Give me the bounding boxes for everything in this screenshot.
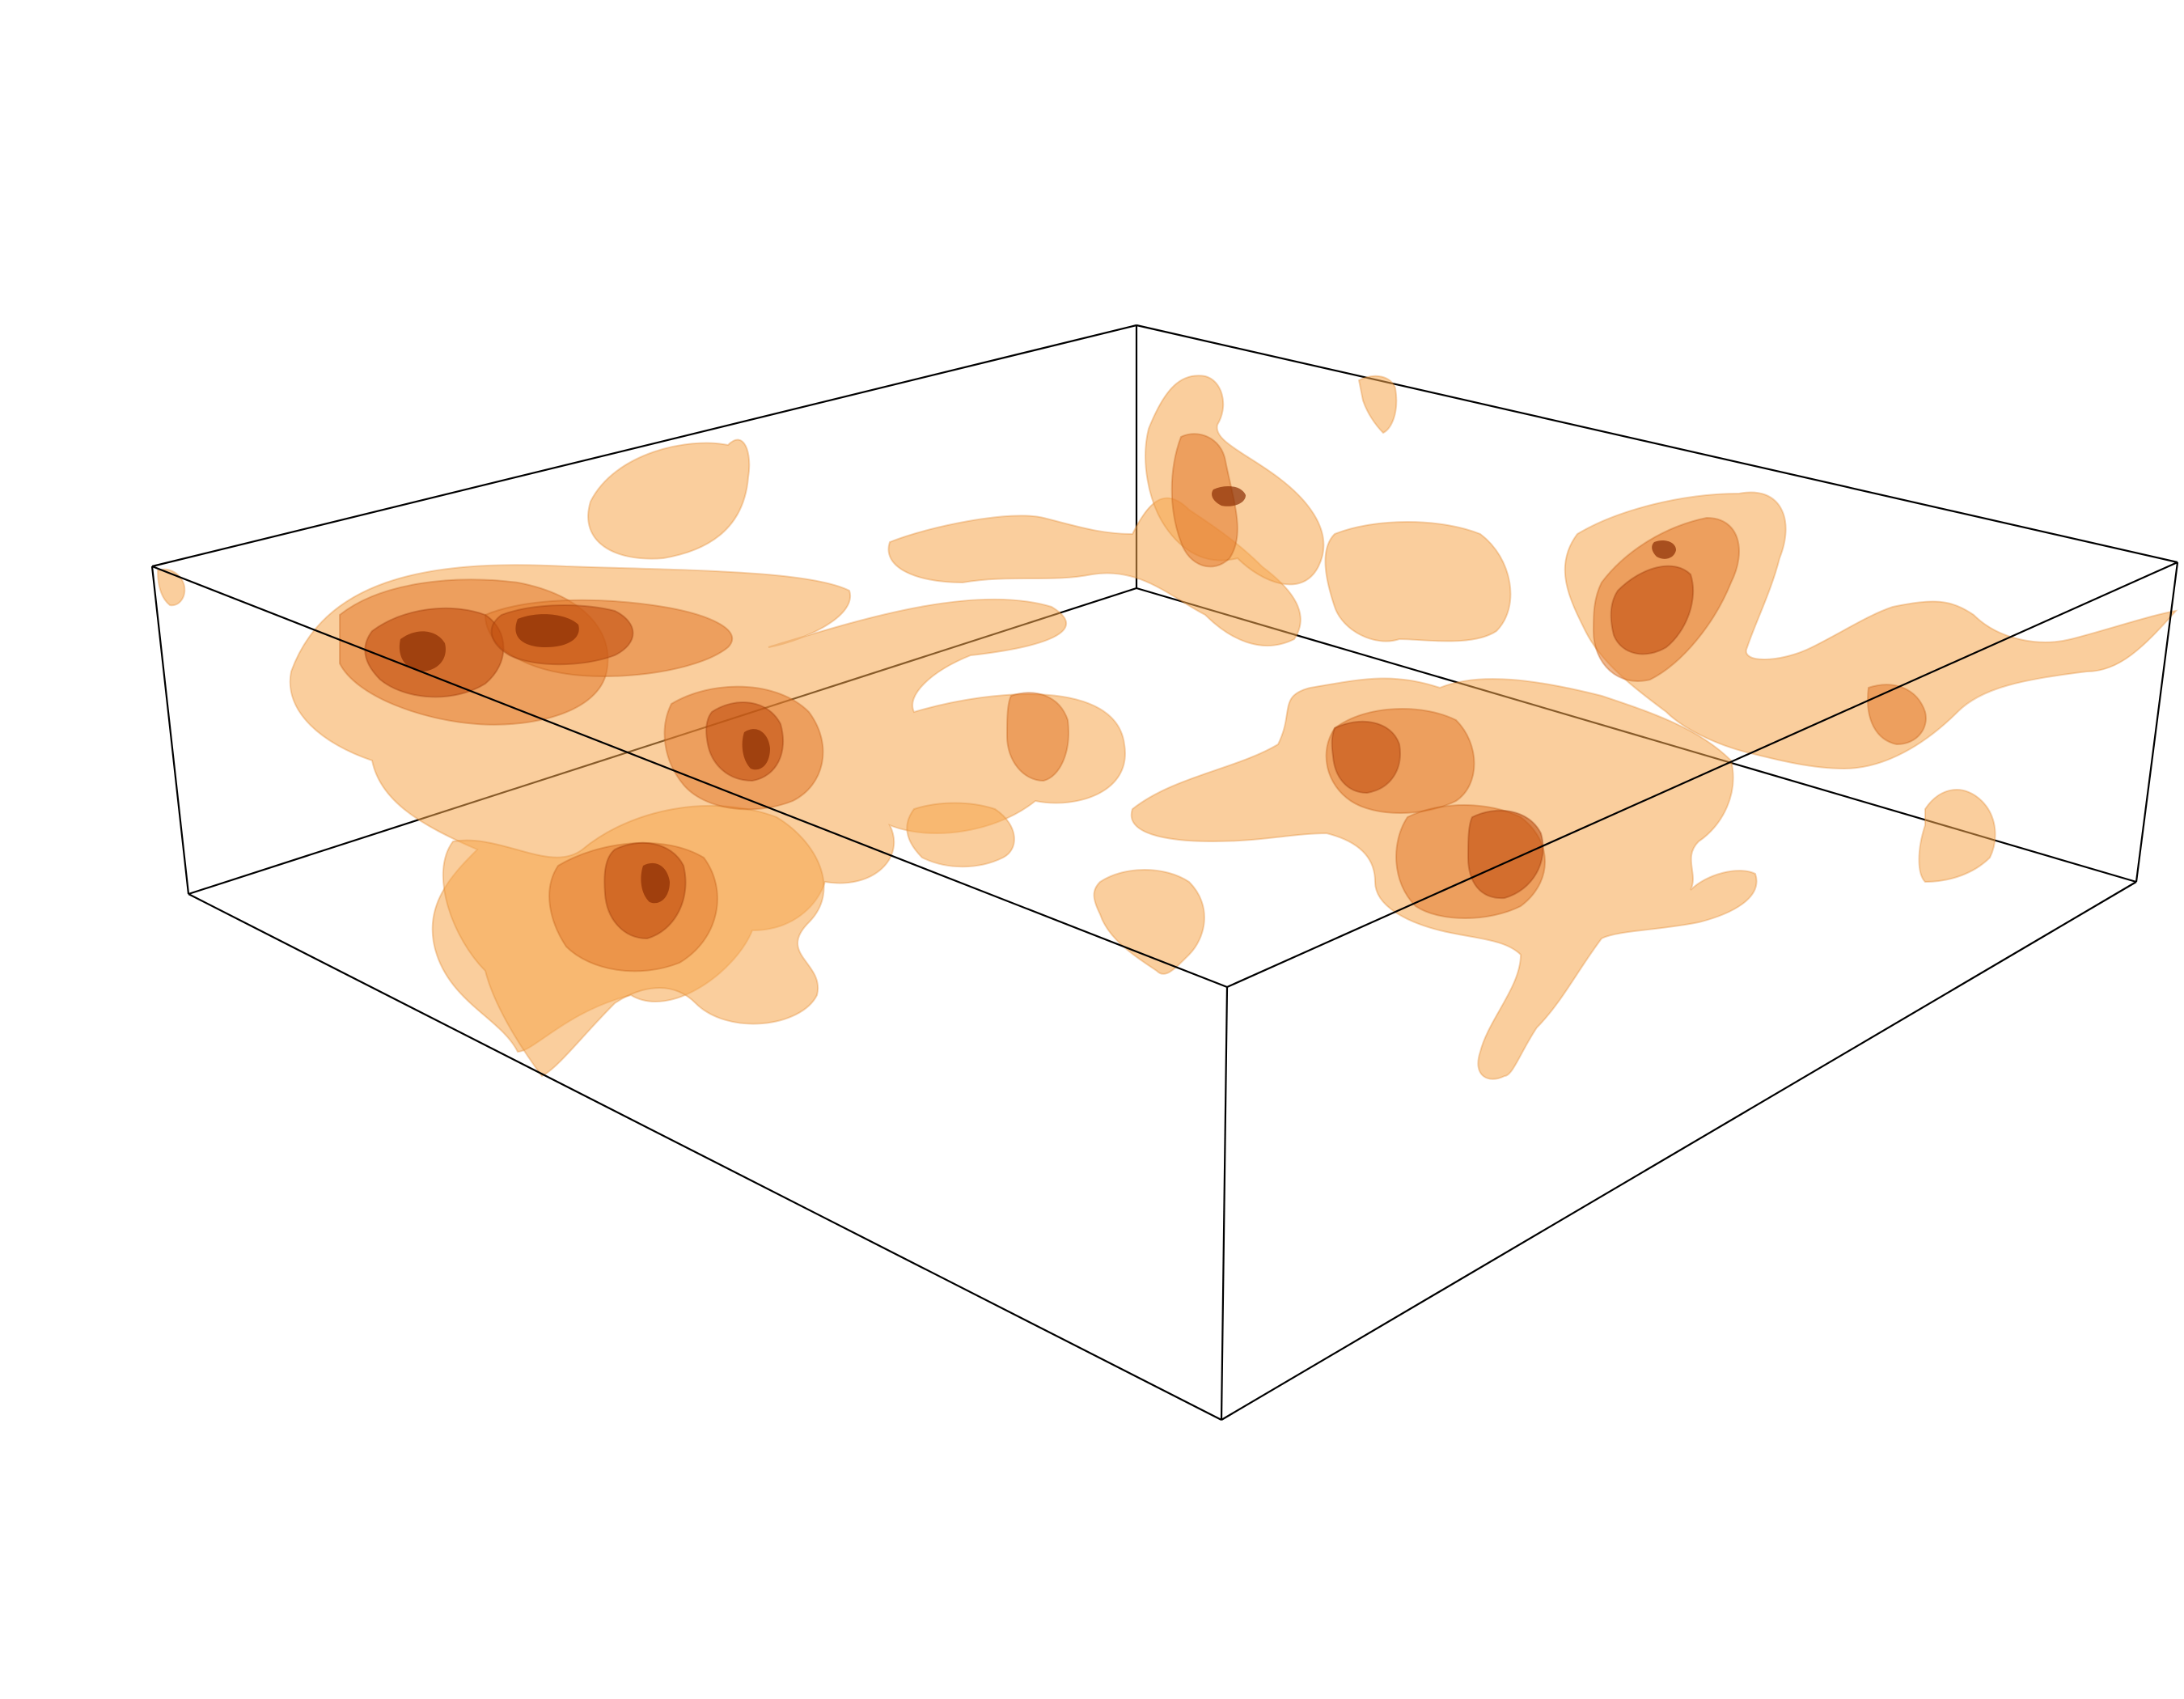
- inner-right-low: [1467, 809, 1544, 900]
- box-edge-front-bottom-right: [1221, 881, 2137, 1421]
- blob-center-right-loop: [1324, 521, 1512, 642]
- core-left-1: [399, 631, 446, 672]
- blob-top-right-small: [1357, 375, 1398, 434]
- inner-right-top: [1610, 565, 1695, 655]
- box-edge-front-vertical: [1220, 986, 1229, 1421]
- blob-center-small: [906, 802, 1015, 868]
- shell-center: [1005, 692, 1069, 782]
- box-edge-left-vertical: [150, 566, 190, 895]
- box-edge-front-bottom-left: [188, 893, 1222, 1421]
- box-edge-front-top-left: [151, 565, 1228, 989]
- blob-right-edge: [1918, 789, 1996, 883]
- core-left-4: [641, 862, 670, 904]
- inner-center: [1331, 720, 1401, 794]
- box-edge-back-top-left: [151, 324, 1137, 568]
- box-edge-front-top-right: [1226, 561, 2178, 989]
- box-edge-right-vertical: [2135, 561, 2179, 883]
- core-isosurfaces: [399, 485, 1676, 904]
- blob-left-edge: [156, 568, 186, 607]
- blob-top-left: [587, 439, 751, 560]
- box-edge-back-top-right: [1136, 324, 2178, 564]
- core-center: [1212, 485, 1246, 506]
- core-right: [1652, 540, 1676, 559]
- shell-right-edge: [1867, 684, 1927, 746]
- box-front-edges: [150, 561, 2179, 1421]
- shell-center-column: [1170, 433, 1238, 568]
- core-left-3: [742, 729, 770, 770]
- core-left-2: [515, 614, 579, 647]
- blob-bottom-center: [1093, 869, 1205, 975]
